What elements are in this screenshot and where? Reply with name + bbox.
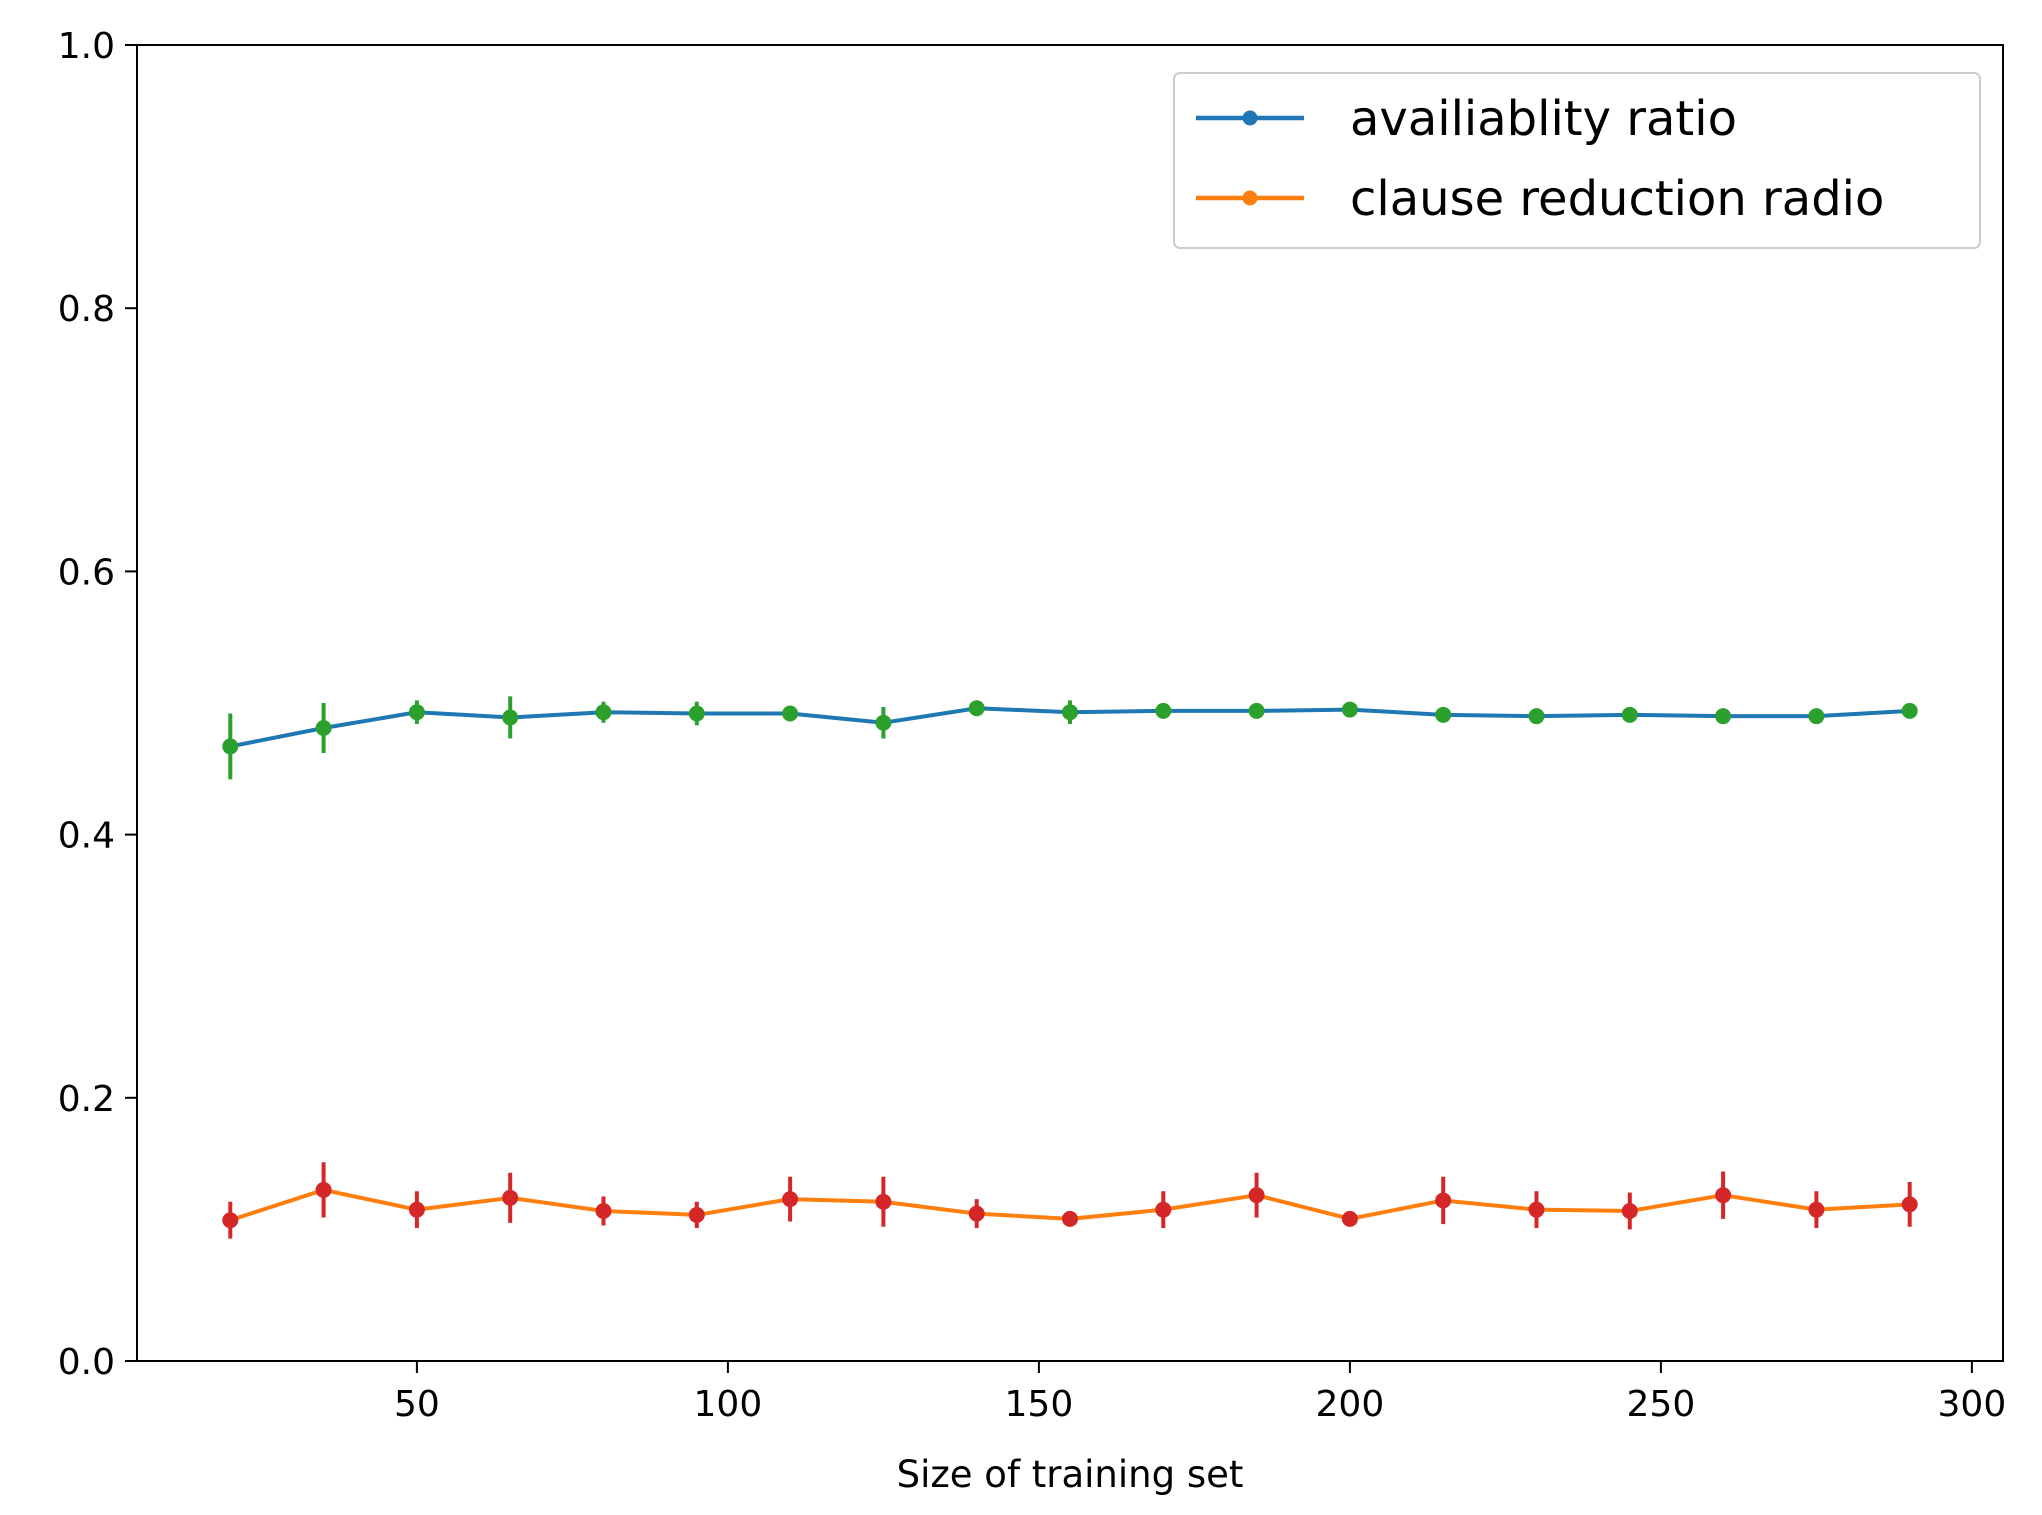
data-point (1062, 1210, 1078, 1227)
legend-item-1: availiablity ratio (1196, 91, 1737, 147)
data-point (595, 1202, 612, 1219)
data-point (595, 704, 612, 721)
legend-label: clause reduction radio (1350, 171, 1884, 227)
y-tick-label: 0.2 (58, 1079, 115, 1120)
data-point (1715, 708, 1732, 725)
data-point (1621, 706, 1638, 723)
x-tick-label: 250 (1627, 1384, 1696, 1425)
data-point (408, 1201, 425, 1218)
x-tick-label: 50 (394, 1384, 440, 1425)
data-point (1528, 1201, 1545, 1218)
data-point (1248, 1187, 1265, 1204)
data-point (782, 1191, 799, 1208)
data-point (1341, 1210, 1358, 1227)
x-axis-label: Size of training set (897, 1453, 1244, 1496)
data-point (782, 705, 799, 722)
series-2 (222, 1162, 1918, 1239)
data-point (1528, 708, 1545, 725)
axes-frame (136, 44, 2004, 1362)
data-point (1808, 1201, 1825, 1218)
data-point (968, 1205, 985, 1222)
data-point (502, 1189, 519, 1206)
data-point (315, 1181, 332, 1198)
data-point (222, 1212, 239, 1229)
data-point (1715, 1187, 1732, 1204)
legend-marker (1242, 190, 1258, 206)
legend-box (1173, 72, 1981, 249)
legend-label: availiablity ratio (1350, 91, 1737, 147)
x-tick-label: 300 (1938, 1384, 2007, 1425)
series-1 (222, 696, 1918, 780)
y-tick-label: 0.6 (58, 552, 115, 593)
data-point (1155, 1201, 1172, 1218)
data-point (1341, 701, 1358, 718)
data-point (502, 709, 519, 726)
x-tick-label: 100 (694, 1384, 763, 1425)
y-tick-label: 0.8 (58, 289, 115, 330)
data-point (1435, 706, 1452, 723)
legend-marker (1242, 110, 1258, 126)
axes: 50 100 150 200 250 300 0.0 0.2 0.4 0.6 0.8 1.0 (58, 26, 2007, 1425)
y-tick-label: 0.4 (58, 816, 115, 857)
data-point (1062, 704, 1078, 721)
series-layer (222, 696, 1918, 1239)
data-point (688, 705, 705, 722)
data-point (1155, 702, 1172, 719)
data-point (875, 1193, 892, 1210)
data-point (1901, 1196, 1918, 1213)
data-point (1808, 708, 1825, 725)
y-tick-label: 0.0 (58, 1342, 115, 1383)
legend-item-2: clause reduction radio (1196, 171, 1884, 227)
data-point (875, 714, 892, 731)
data-point (315, 720, 332, 737)
x-tick-label: 200 (1316, 1384, 1385, 1425)
data-point (1621, 1202, 1638, 1219)
data-point (968, 700, 985, 717)
x-tick-label: 150 (1005, 1384, 1074, 1425)
data-point (408, 704, 425, 721)
data-point (1901, 702, 1918, 719)
data-point (1248, 702, 1265, 719)
data-point (688, 1206, 705, 1223)
y-tick-label: 1.0 (58, 26, 115, 67)
data-point (222, 738, 239, 755)
data-point (1435, 1192, 1452, 1209)
legend: availiablity ratio clause reduction radio (1173, 72, 1981, 249)
